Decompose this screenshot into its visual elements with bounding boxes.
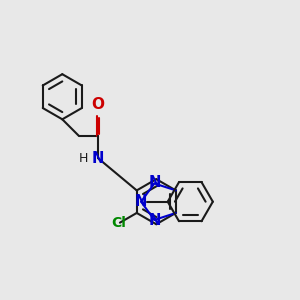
Text: Cl: Cl — [111, 216, 126, 230]
Text: O: O — [92, 98, 104, 112]
Text: N: N — [148, 175, 160, 190]
Text: H: H — [79, 152, 88, 165]
Text: N: N — [92, 151, 104, 166]
Text: N: N — [135, 194, 147, 209]
Text: N: N — [148, 213, 160, 228]
